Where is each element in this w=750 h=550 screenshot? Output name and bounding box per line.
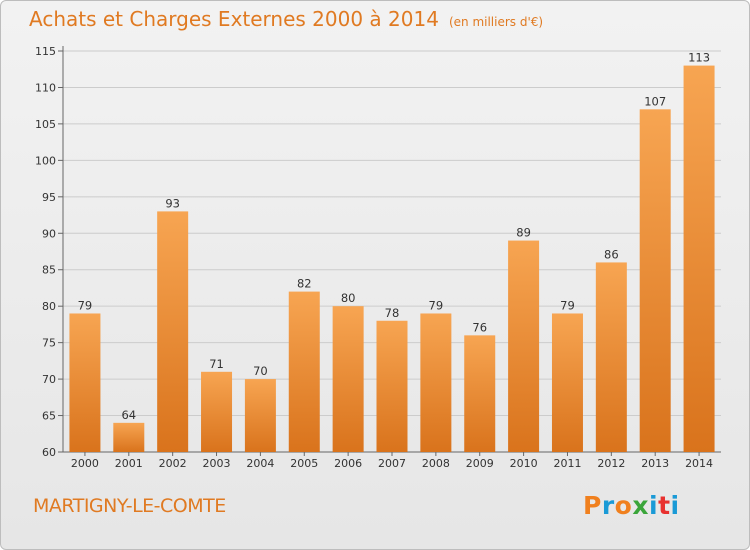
x-tick-label-2011: 2011: [553, 457, 581, 470]
y-tick-label: 100: [35, 154, 56, 167]
x-tick-label-2012: 2012: [597, 457, 625, 470]
x-tick-label-2008: 2008: [422, 457, 450, 470]
y-tick-label: 110: [35, 81, 56, 94]
value-label-2007: 78: [385, 306, 400, 320]
bar-2014: [683, 65, 715, 452]
value-label-2003: 71: [209, 357, 224, 371]
y-tick-label: 80: [42, 300, 56, 313]
logo-letter: x: [632, 491, 649, 520]
y-tick-label: 85: [42, 264, 56, 277]
bar-2004: [244, 379, 276, 452]
x-tick-label-2014: 2014: [685, 457, 713, 470]
bar-2011: [551, 313, 583, 452]
y-tick-label: 90: [42, 227, 56, 240]
logo-letter: P: [583, 491, 602, 520]
chart-subtitle: (en milliers d'€): [448, 15, 544, 29]
y-tick-label: 65: [42, 410, 56, 423]
bar-2008: [420, 313, 452, 452]
chart-title: Achats et Charges Externes 2000 à 2014 (e…: [29, 7, 543, 31]
location-label: MARTIGNY-LE-COMTE: [33, 495, 226, 517]
bar-2009: [464, 335, 496, 452]
y-tick-label: 95: [42, 191, 56, 204]
x-tick-label-2005: 2005: [290, 457, 318, 470]
value-label-2005: 82: [297, 277, 312, 291]
x-tick-label-2004: 2004: [246, 457, 274, 470]
bars: [69, 65, 715, 452]
value-label-2006: 80: [341, 291, 356, 305]
y-tick-label: 115: [35, 45, 56, 58]
x-tick-label-2001: 2001: [115, 457, 143, 470]
logo-letter: i: [649, 491, 659, 520]
bar-2007: [376, 320, 408, 452]
x-tick-label-2003: 2003: [203, 457, 231, 470]
value-label-2010: 89: [516, 226, 531, 240]
bar-2006: [332, 306, 364, 452]
value-label-2012: 86: [604, 247, 619, 261]
x-tick-label-2013: 2013: [641, 457, 669, 470]
bar-2001: [113, 422, 145, 452]
x-tick-label-2007: 2007: [378, 457, 406, 470]
proxiti-logo[interactable]: Proxiti: [583, 491, 680, 520]
y-tick-label: 105: [35, 118, 56, 131]
value-label-2001: 64: [121, 408, 136, 422]
value-label-2013: 107: [644, 94, 666, 108]
chart-title-text: Achats et Charges Externes 2000 à 2014: [29, 7, 439, 31]
bar-2013: [639, 109, 671, 452]
value-labels: 79 64 93 71 70 82 80 78 79 76 89 79 86 107 113: [78, 51, 710, 422]
value-label-2008: 79: [429, 298, 444, 312]
x-tick-label-2000: 2000: [71, 457, 99, 470]
value-label-2014: 113: [688, 51, 710, 65]
bar-2005: [288, 291, 320, 452]
y-tick-label: 60: [42, 446, 56, 459]
value-label-2009: 76: [472, 320, 487, 334]
logo-letter: t: [658, 491, 671, 520]
x-tick-label-2010: 2010: [510, 457, 538, 470]
y-tick-label: 75: [42, 337, 56, 350]
logo-letter: i: [670, 491, 680, 520]
y-tick-label: 70: [42, 373, 56, 386]
bar-2003: [201, 371, 233, 452]
x-tick-label-2006: 2006: [334, 457, 362, 470]
bar-2000: [69, 313, 101, 452]
bar-2002: [157, 211, 189, 452]
bar-2012: [595, 262, 627, 452]
value-label-2000: 79: [78, 298, 93, 312]
logo-letter: o: [614, 491, 633, 520]
x-tick-label-2002: 2002: [159, 457, 187, 470]
x-tick-label-2009: 2009: [466, 457, 494, 470]
logo-letter: r: [601, 491, 615, 520]
value-label-2011: 79: [560, 298, 575, 312]
value-label-2004: 70: [253, 364, 268, 378]
value-label-2002: 93: [165, 196, 180, 210]
bar-2010: [508, 240, 540, 452]
